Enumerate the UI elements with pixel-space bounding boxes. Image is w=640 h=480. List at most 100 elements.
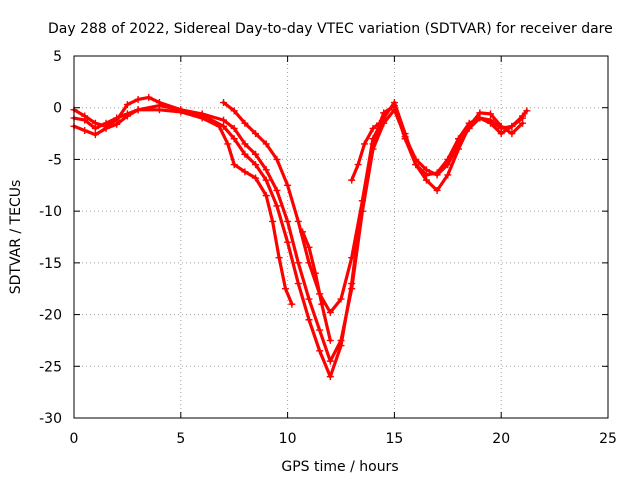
data-point-marker: [294, 280, 302, 288]
data-point-marker: [348, 176, 356, 184]
data-point-marker: [281, 285, 289, 293]
data-point-marker: [230, 161, 238, 169]
data-point-marker: [284, 181, 292, 189]
data-point-marker: [220, 116, 228, 124]
data-point-marker: [134, 95, 142, 103]
data-point-marker: [348, 285, 356, 293]
data-point-marker: [305, 295, 313, 303]
data-point-marker: [252, 150, 260, 158]
data-point-marker: [220, 99, 228, 107]
data-point-marker: [262, 192, 270, 200]
data-point-marker: [412, 161, 420, 169]
data-point-marker: [177, 106, 185, 114]
data-point-marker: [241, 150, 249, 158]
y-tick-label: -10: [39, 204, 62, 220]
data-point-marker: [326, 336, 334, 344]
data-point-marker: [273, 202, 281, 210]
data-point-marker: [273, 155, 281, 163]
plot-frame: [73, 55, 609, 419]
data-point-marker: [465, 119, 473, 127]
data-point-marker: [273, 186, 281, 194]
chart-title: Day 288 of 2022, Sidereal Day-to-day VTE…: [48, 21, 613, 37]
data-point-marker: [422, 171, 430, 179]
data-point-marker: [316, 347, 324, 355]
y-tick-label: 0: [53, 101, 62, 117]
data-point-marker: [305, 243, 313, 251]
data-point-marker: [360, 140, 368, 148]
series-layer: [70, 93, 531, 381]
data-point-marker: [123, 101, 131, 109]
data-point-marker: [316, 326, 324, 334]
data-point-marker: [299, 228, 307, 236]
y-axis-label: SDTVAR / TECUs: [8, 180, 24, 295]
y-tick-label: 5: [53, 49, 62, 65]
data-point-marker: [294, 217, 302, 225]
data-point-marker: [102, 119, 110, 127]
data-point-marker: [230, 107, 238, 115]
data-point-marker: [284, 238, 292, 246]
data-point-marker: [433, 186, 441, 194]
data-point-marker: [444, 171, 452, 179]
data-point-marker: [81, 126, 89, 134]
y-tick-label: -5: [48, 152, 62, 168]
data-point-marker: [155, 102, 163, 110]
y-tick-label: -20: [39, 308, 62, 324]
axis-ticks: 0 5 10 15 20 25 -30 -25 -20 -15 -10 -5 0 5: [39, 49, 617, 447]
data-point-marker: [198, 110, 206, 118]
data-point-marker: [444, 155, 452, 163]
data-point-marker: [262, 176, 270, 184]
x-tick-label: 25: [599, 431, 617, 447]
data-point-marker: [487, 110, 495, 118]
data-point-marker: [354, 161, 362, 169]
data-point-marker: [262, 140, 270, 148]
x-axis-label: GPS time / hours: [281, 459, 398, 475]
data-point-marker: [401, 135, 409, 143]
data-point-marker: [230, 135, 238, 143]
data-point-marker: [318, 300, 326, 308]
x-tick-label: 15: [385, 431, 403, 447]
y-tick-label: -30: [39, 411, 62, 427]
data-point-marker: [230, 124, 238, 132]
data-point-marker: [241, 119, 249, 127]
data-point-marker: [454, 135, 462, 143]
x-tick-label: 0: [70, 431, 79, 447]
data-point-marker: [369, 140, 377, 148]
x-tick-label: 5: [176, 431, 185, 447]
data-point-marker: [145, 93, 153, 101]
x-tick-label: 10: [279, 431, 297, 447]
data-point-marker: [476, 114, 484, 122]
y-tick-label: -25: [39, 359, 62, 375]
data-point-marker: [433, 169, 441, 177]
data-point-marker: [123, 110, 131, 118]
data-point-marker: [241, 140, 249, 148]
data-point-marker: [134, 106, 142, 114]
data-point-marker: [358, 197, 366, 205]
data-point-marker: [380, 109, 388, 117]
data-point-marker: [337, 295, 345, 303]
data-point-marker: [305, 316, 313, 324]
data-point-marker: [252, 130, 260, 138]
data-point-marker: [294, 259, 302, 267]
data-point-marker: [275, 254, 283, 262]
data-point-marker: [390, 102, 398, 110]
data-point-marker: [508, 122, 516, 130]
data-point-marker: [252, 161, 260, 169]
data-point-marker: [284, 217, 292, 225]
data-point-marker: [519, 112, 527, 120]
data-point-marker: [487, 119, 495, 127]
data-point-marker: [241, 168, 249, 176]
series-trace-2: [72, 95, 525, 379]
data-point-marker: [326, 309, 334, 317]
data-point-marker: [337, 336, 345, 344]
series-trace-4: [221, 100, 529, 315]
data-point-marker: [326, 373, 334, 381]
series-clip-group: [70, 93, 531, 381]
data-point-marker: [369, 124, 377, 132]
data-point-marker: [220, 122, 228, 130]
data-point-marker: [288, 300, 296, 308]
data-point-marker: [375, 119, 383, 127]
data-point-marker: [91, 124, 99, 132]
data-point-marker: [252, 174, 260, 182]
data-point-marker: [348, 254, 356, 262]
